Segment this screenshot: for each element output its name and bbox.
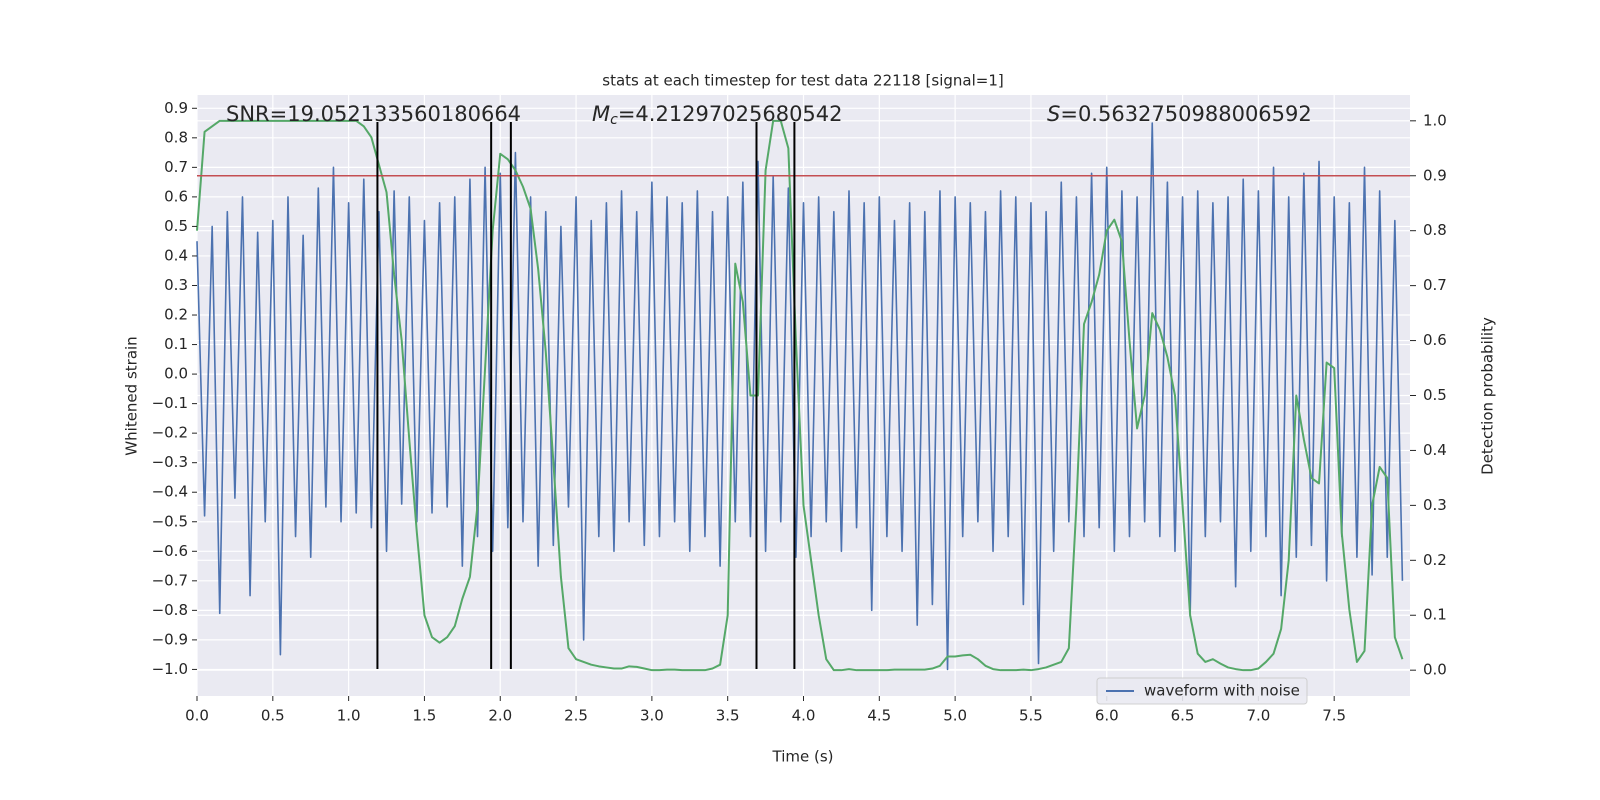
x-tick-label: 3.0 xyxy=(640,707,664,725)
y-tick-label: 0.9 xyxy=(164,99,188,117)
marks xyxy=(196,119,1410,672)
x-axis-label: Time (s) xyxy=(772,748,834,766)
waveform-line xyxy=(196,122,1404,671)
ticks: 0.0 0.5 1.0 1.5 2.0 2.5 3.0 3.5 4.0 4.5 5.0 5.5 6.0 6… xyxy=(152,99,1447,725)
y2-tick-label: 0.5 xyxy=(1423,386,1447,404)
x-tick-label: 6.0 xyxy=(1095,707,1119,725)
y-tick-label: −0.9 xyxy=(152,630,188,648)
chart-title: stats at each timestep for test data 221… xyxy=(602,72,1003,90)
y-tick-label: −0.8 xyxy=(152,601,188,619)
y-tick-label: −0.4 xyxy=(152,483,188,501)
annotation: S=0.5632750988006592 xyxy=(1047,102,1312,126)
y2-tick-label: 0.9 xyxy=(1423,166,1447,184)
x-tick-label: 1.0 xyxy=(337,707,361,725)
annotation-text: =0.5632750988006592 xyxy=(1060,102,1311,126)
annotation-symbol: S xyxy=(1047,102,1060,126)
x-tick-label: 7.0 xyxy=(1246,707,1270,725)
x-tick-label: 0.0 xyxy=(185,707,209,725)
annotation: Mc=4.21297025680542 xyxy=(592,102,843,128)
y-tick-label: 0.1 xyxy=(164,335,188,353)
annotation: SNR=19.052133560180664 xyxy=(226,102,521,126)
legend: waveform with noise xyxy=(1096,677,1308,705)
y-tick-label: 0.8 xyxy=(164,128,188,146)
x-tick-label: 4.0 xyxy=(792,707,816,725)
x-tick-label: 2.0 xyxy=(488,707,512,725)
y-tick-label: −0.1 xyxy=(152,394,188,412)
y2-tick-label: 0.6 xyxy=(1423,331,1447,349)
y-axis-label: Whitened strain xyxy=(123,336,141,455)
y2-tick-label: 0.4 xyxy=(1423,441,1447,459)
y-tick-label: −0.7 xyxy=(152,571,188,589)
y-tick-label: 0.0 xyxy=(164,365,188,383)
y2-tick-label: 1.0 xyxy=(1423,111,1447,129)
y2-tick-label: 0.7 xyxy=(1423,276,1447,294)
y2-tick-label: 0.2 xyxy=(1423,551,1447,569)
x-tick-label: 5.0 xyxy=(943,707,967,725)
annotation-text: =4.21297025680542 xyxy=(618,102,843,126)
legend-box xyxy=(1096,677,1308,705)
x-tick-label: 1.5 xyxy=(413,707,437,725)
x-tick-label: 0.5 xyxy=(261,707,285,725)
annotation-subscript: c xyxy=(610,112,618,128)
y2-tick-label: 0.8 xyxy=(1423,221,1447,239)
y-tick-label: −1.0 xyxy=(152,660,188,678)
x-tick-label: 3.5 xyxy=(716,707,740,725)
y-tick-label: 0.6 xyxy=(164,187,188,205)
y2-tick-label: 0.3 xyxy=(1423,496,1447,514)
x-tick-label: 7.5 xyxy=(1322,707,1346,725)
y-tick-label: −0.2 xyxy=(152,424,188,442)
y-tick-label: −0.6 xyxy=(152,542,188,560)
y2-axis-label: Detection probability xyxy=(1479,317,1497,475)
y2-tick-label: 0.0 xyxy=(1423,661,1447,679)
x-tick-label: 6.5 xyxy=(1171,707,1195,725)
y-tick-label: 0.2 xyxy=(164,306,188,324)
y-tick-label: 0.4 xyxy=(164,246,188,264)
x-tick-label: 4.5 xyxy=(867,707,891,725)
x-tick-label: 2.5 xyxy=(564,707,588,725)
x-tick-label: 5.5 xyxy=(1019,707,1043,725)
y-tick-label: −0.5 xyxy=(152,512,188,530)
probability-line xyxy=(196,119,1404,672)
annotation-symbol: M xyxy=(592,102,610,126)
y-tick-label: 0.3 xyxy=(164,276,188,294)
y-tick-label: −0.3 xyxy=(152,453,188,471)
y-tick-label: 0.5 xyxy=(164,217,188,235)
y-tick-label: 0.7 xyxy=(164,158,188,176)
y2-tick-label: 0.1 xyxy=(1423,606,1447,624)
legend-label: waveform with noise xyxy=(1144,682,1300,700)
